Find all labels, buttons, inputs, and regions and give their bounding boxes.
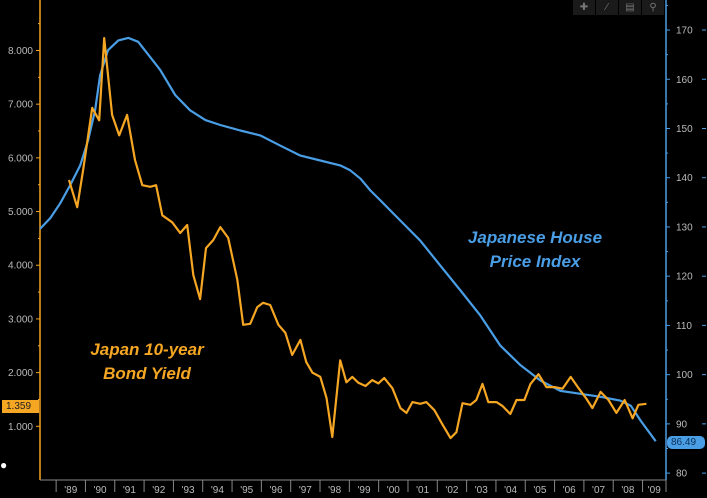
house-price-annotation: Japanese House Price Index	[455, 226, 615, 274]
x-axis-tick-label: '08	[621, 485, 634, 496]
x-axis-tick-label: '91	[123, 485, 136, 496]
left-axis-tick-label: 4.000	[8, 261, 33, 272]
left-axis-tick-label: 3.000	[8, 314, 33, 325]
x-axis-tick-label: '01	[416, 485, 429, 496]
x-axis-tick-label: '05	[533, 485, 546, 496]
house-price-last-value-tag: 86.49	[667, 436, 705, 449]
x-axis-tick-label: '04	[504, 485, 517, 496]
x-axis-tick-label: '94	[211, 485, 224, 496]
left-axis-tick-label: 1.000	[8, 422, 33, 433]
right-axis-tick-label: 110	[676, 321, 692, 332]
crosshair-icon[interactable]: ✚	[573, 0, 596, 15]
x-axis-tick-label: '02	[445, 485, 458, 496]
bond-yield-line	[67, 36, 647, 440]
left-axis-tick-label: 7.000	[8, 100, 33, 111]
x-axis-tick-label: '00	[387, 485, 400, 496]
right-axis-tick-label: 150	[676, 124, 693, 135]
right-axis-tick-label: 160	[676, 75, 693, 86]
annotation-line: Price Index	[489, 252, 581, 271]
left-axis-tick-label: 8.000	[8, 46, 33, 57]
x-axis-tick-label: '97	[299, 485, 312, 496]
x-axis-tick-label: '89	[64, 485, 77, 496]
left-axis-tick-label: 5.000	[8, 207, 33, 218]
annotation-line: Japanese House	[467, 228, 603, 247]
x-axis-tick-label: '95	[240, 485, 253, 496]
right-axis-tick-label: 90	[676, 419, 688, 430]
pencil-icon[interactable]: ∕	[596, 0, 619, 15]
x-axis-tick-label: '07	[592, 485, 605, 496]
right-axis-tick-label: 170	[676, 26, 693, 37]
x-axis-tick-label: '93	[182, 485, 195, 496]
right-axis-tick-label: 140	[676, 173, 693, 184]
save-icon[interactable]: ▤	[619, 0, 642, 15]
chart-toolbar: ✚ ∕ ▤ ⚲	[573, 0, 665, 15]
annotation-line: Bond Yield	[103, 364, 191, 383]
x-axis-tick-label: '96	[270, 485, 283, 496]
x-axis-tick-label: '90	[94, 485, 107, 496]
bond-yield-annotation: Japan 10-year Bond Yield	[72, 338, 222, 386]
right-axis-tick-label: 100	[676, 370, 693, 381]
x-axis-tick-label: '06	[563, 485, 576, 496]
left-axis-tick-label: 2.000	[8, 368, 33, 379]
zoom-icon[interactable]: ⚲	[642, 0, 665, 15]
house-price-line	[39, 36, 657, 442]
right-axis-tick-label: 80	[676, 469, 688, 480]
x-axis-tick-label: '98	[328, 485, 341, 496]
x-axis-tick-label: '09	[648, 485, 661, 496]
left-axis-tick-label: 6.000	[8, 153, 33, 164]
overlay-icon: ●	[0, 458, 8, 472]
right-axis-tick-label: 130	[676, 222, 693, 233]
annotation-line: Japan 10-year	[90, 340, 204, 359]
bond-yield-last-value-tag: 1.359	[2, 400, 39, 413]
right-axis-tick-label: 120	[676, 272, 693, 283]
x-axis-tick-label: '92	[152, 485, 165, 496]
x-axis-tick-label: '03	[475, 485, 488, 496]
x-axis-tick-label: '99	[357, 485, 370, 496]
